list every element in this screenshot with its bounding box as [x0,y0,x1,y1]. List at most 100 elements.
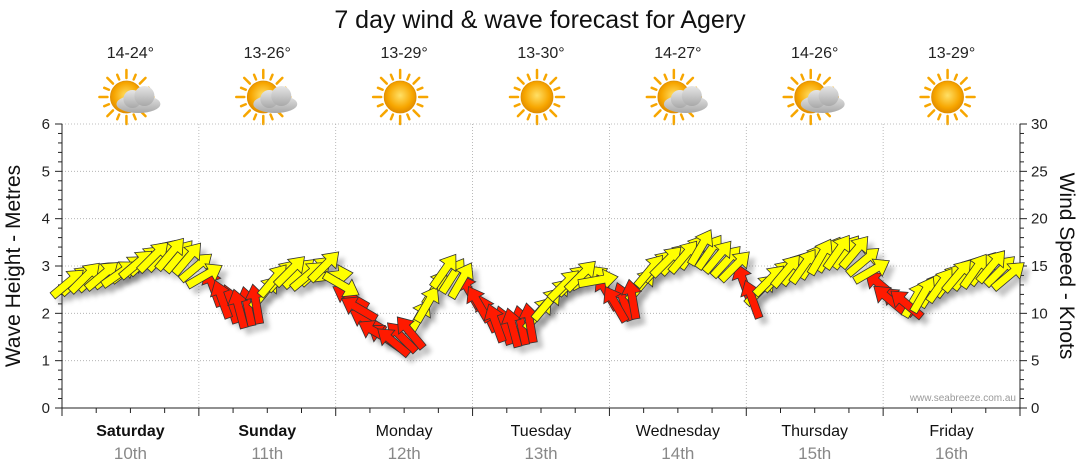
day-date: 13th [524,444,557,463]
sun-ray [406,113,411,121]
wind-arrow [500,307,523,349]
right-tick-label: 10 [1031,305,1048,322]
sun-ray [553,86,561,91]
wind-arrow [377,328,412,359]
temp-range: 14-27° [654,45,701,62]
arrow-shadow [997,268,1031,298]
day-name: Tuesday [511,423,572,440]
left-tick-label: 0 [42,400,50,417]
cloud-puff [818,86,839,106]
day-name: Sunday [238,423,296,440]
day-name: Friday [929,423,973,440]
sun-disc [931,80,964,114]
cloud-puff [134,86,155,106]
sun-ray [115,73,121,81]
wind-arrow [686,229,714,267]
sun-ray [376,103,384,108]
sun-ray [516,76,525,85]
left-tick-label: 6 [42,116,50,133]
sun-ray [953,113,959,121]
left-tick-label: 3 [42,258,50,275]
sun-ray [679,73,685,81]
partly-cloudy-icon [235,68,298,126]
sun-ray [822,76,832,85]
wind-arrow [603,285,630,324]
left-tick-label: 4 [42,211,50,228]
sun-ray [376,86,384,91]
sun-ray [790,76,799,85]
sun-ray [416,103,424,108]
sun-ray [650,103,658,108]
sun-ray [800,113,805,121]
right-tick-label: 0 [1031,400,1039,417]
sun-ray [543,73,548,81]
sun-ray [412,76,421,85]
sun-ray [242,109,252,118]
sun-ray [653,76,662,85]
day-date: 16th [935,444,968,463]
wind-arrow [838,235,869,271]
sun-ray [816,113,822,121]
sun-ray [553,103,561,108]
sun-ray [650,86,658,91]
wind-arrow [396,316,427,351]
day-name: Saturday [96,423,165,440]
sun-ray [787,86,795,91]
wind-arrow [822,234,850,272]
right-tick-label: 25 [1031,163,1048,180]
day-date: 10th [114,444,147,463]
wind-arrow [620,278,643,320]
sun-ray [927,109,936,118]
sun-ray [252,113,258,121]
sun-ray [937,113,942,121]
sun-ray [389,113,395,121]
sun-ray [549,109,558,118]
sun-ray [937,73,942,81]
day-date: 15th [798,444,831,463]
wind-arrow [852,258,890,285]
sun-rays [919,68,976,126]
sun-ray [275,76,284,85]
sun-ray [138,76,147,85]
partly-cloudy-icon [645,68,708,126]
sun-ray [924,86,932,91]
sun-ray [924,103,932,108]
sun-ray [406,73,411,81]
left-axis-label: Wave Height - Metres [2,165,25,367]
sun-disc [520,80,554,114]
wind-arrow [272,256,306,289]
sun-ray [516,109,525,118]
sunny-icon [371,68,429,126]
sun-ray [132,73,137,81]
sun-ray [379,109,388,118]
wind-arrow [413,285,440,324]
day-name: Wednesday [636,423,720,440]
temp-range: 14-24° [107,45,154,62]
cloud-shape [253,86,298,113]
cloud-shape [800,86,845,113]
chart-title: 7 day wind & wave forecast for Agery [334,6,746,34]
sun-ray [543,113,548,121]
sun-ray [526,73,531,81]
left-tick-label: 1 [42,353,50,370]
day-name: Monday [376,423,433,440]
cloud-shape [116,86,161,113]
sun-ray [132,113,137,121]
day-date: 14th [661,444,694,463]
wind-arrow [447,262,474,301]
sun-ray [959,109,968,118]
sun-ray [115,113,121,121]
weather-row: 14-24° 13-26° 13-29° 13-30° 14-27° 14-26° 13-2… [98,45,976,126]
right-tick-label: 15 [1031,258,1048,275]
wind-arrow [209,279,234,320]
sun-ray [663,73,668,81]
sun-ray [816,73,822,81]
cloud-puff [271,86,292,106]
temp-range: 13-29° [380,45,427,62]
wind-arrow [701,240,732,275]
right-axis-label: Wind Speed - Knots [1055,173,1078,360]
day-name: Thursday [781,423,848,440]
sun-ray [239,103,247,108]
wind-arrow [154,237,184,273]
